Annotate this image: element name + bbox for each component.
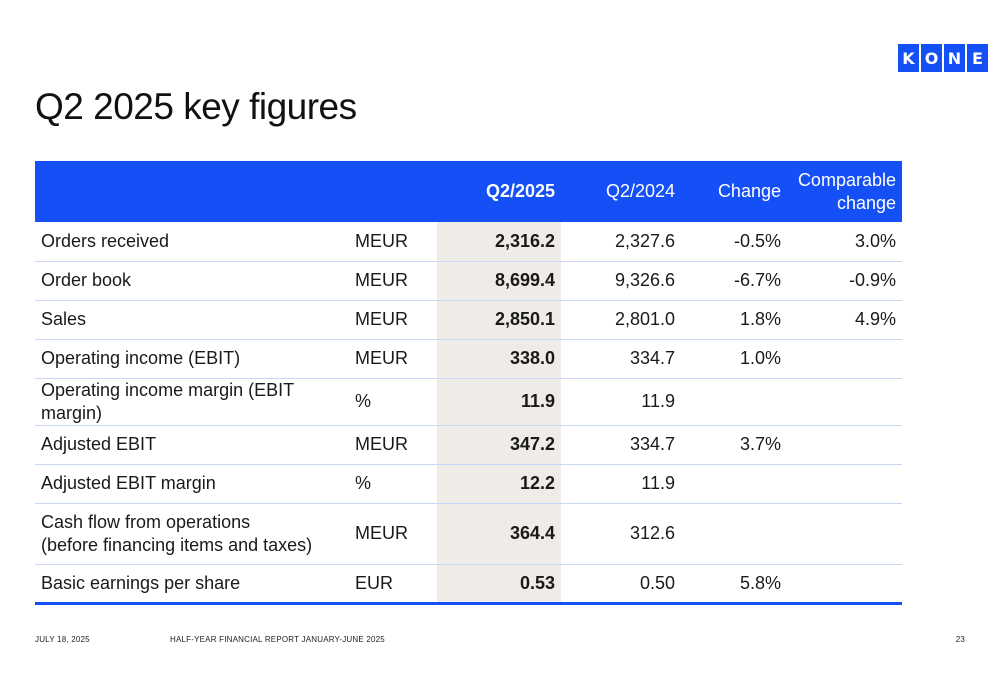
row-label: Adjusted EBIT bbox=[41, 434, 157, 454]
row-q2-2024: 312.6 bbox=[629, 523, 675, 543]
header-comparable-line1: Comparable bbox=[797, 169, 896, 190]
row-q2-2025: 0.53 bbox=[437, 564, 561, 603]
table-row: Sales MEUR 2,850.1 2,801.0 1.8% 4.9% bbox=[35, 300, 902, 339]
page-number: 23 bbox=[955, 635, 965, 644]
row-q2-2024: 9,326.6 bbox=[614, 270, 675, 290]
row-unit: EUR bbox=[355, 572, 394, 593]
logo-letter-e: E bbox=[967, 44, 988, 72]
row-q2-2025: 347.2 bbox=[437, 425, 561, 464]
row-q2-2024: 11.9 bbox=[641, 473, 675, 493]
row-q2-2024: 2,327.6 bbox=[614, 230, 675, 251]
table-body: Orders received MEUR 2,316.2 2,327.6 -0.… bbox=[35, 222, 902, 603]
row-comparable: -0.9% bbox=[848, 270, 896, 290]
row-q2-2025: 8,699.4 bbox=[437, 261, 561, 300]
row-comparable bbox=[787, 378, 902, 425]
row-comparable bbox=[787, 339, 902, 378]
row-comparable bbox=[787, 464, 902, 503]
row-comparable bbox=[787, 564, 902, 603]
table-row: Operating income (EBIT) MEUR 338.0 334.7… bbox=[35, 339, 902, 378]
row-q2-2024: 11.9 bbox=[641, 391, 675, 411]
row-change bbox=[681, 503, 787, 564]
header-comparable-change: Comparable change bbox=[787, 161, 902, 222]
row-label: Basic earnings per share bbox=[41, 572, 241, 593]
table-row: Operating income margin (EBIT margin) % … bbox=[35, 378, 902, 425]
row-change: 3.7% bbox=[739, 434, 781, 454]
logo-letter-k: K bbox=[898, 44, 919, 72]
header-unit bbox=[355, 161, 437, 222]
header-row: Q2/2025 Q2/2024 Change Comparable change bbox=[35, 161, 902, 222]
row-unit: % bbox=[355, 473, 372, 493]
table-row: Cash flow from operations (before financ… bbox=[35, 503, 902, 564]
row-change bbox=[681, 464, 787, 503]
table-row: Adjusted EBIT margin % 12.2 11.9 bbox=[35, 464, 902, 503]
row-unit: % bbox=[355, 391, 372, 411]
row-label: Orders received bbox=[41, 230, 170, 251]
row-q2-2025: 2,316.2 bbox=[437, 222, 561, 261]
row-q2-2024: 2,801.0 bbox=[614, 309, 675, 329]
row-comparable bbox=[787, 425, 902, 464]
logo-letter-o: O bbox=[921, 44, 942, 72]
row-comparable: 4.9% bbox=[854, 309, 896, 329]
row-label: Order book bbox=[41, 270, 132, 290]
row-q2-2025: 11.9 bbox=[437, 378, 561, 425]
row-q2-2025: 364.4 bbox=[437, 503, 561, 564]
row-label: Operating income margin (EBIT margin) bbox=[41, 379, 294, 423]
row-label: Operating income (EBIT) bbox=[41, 348, 241, 368]
row-q2-2024: 0.50 bbox=[639, 572, 675, 593]
header-label bbox=[35, 161, 355, 222]
row-unit: MEUR bbox=[355, 309, 408, 329]
row-label: Cash flow from operations (before financ… bbox=[35, 503, 355, 564]
table-row: Orders received MEUR 2,316.2 2,327.6 -0.… bbox=[35, 222, 902, 261]
row-unit: MEUR bbox=[355, 230, 408, 251]
row-change: -0.5% bbox=[733, 230, 781, 251]
row-comparable: 3.0% bbox=[854, 230, 896, 251]
row-q2-2025: 12.2 bbox=[437, 464, 561, 503]
row-label-line1: Cash flow from operations bbox=[41, 511, 251, 532]
row-unit: MEUR bbox=[355, 348, 408, 368]
row-change bbox=[681, 378, 787, 425]
row-unit: MEUR bbox=[355, 523, 408, 543]
footer-report-title: HALF-YEAR FINANCIAL REPORT JANUARY-JUNE … bbox=[170, 635, 385, 644]
header-comparable-line2: change bbox=[836, 192, 896, 213]
key-figures-table: Q2/2025 Q2/2024 Change Comparable change… bbox=[35, 161, 902, 605]
row-label: Sales bbox=[41, 309, 87, 329]
header-q2-2024: Q2/2024 bbox=[605, 181, 675, 201]
row-unit: MEUR bbox=[355, 270, 408, 290]
row-change: 1.0% bbox=[739, 348, 781, 368]
row-label-line2: (before financing items and taxes) bbox=[41, 534, 313, 555]
header-q2-2025: Q2/2025 bbox=[485, 181, 555, 201]
logo-letter-n: N bbox=[944, 44, 965, 72]
row-q2-2024: 334.7 bbox=[629, 434, 675, 454]
row-change: -6.7% bbox=[733, 270, 781, 290]
row-label: Adjusted EBIT margin bbox=[41, 473, 216, 493]
footer-date: JULY 18, 2025 bbox=[35, 635, 90, 644]
row-unit: MEUR bbox=[355, 434, 408, 454]
table-row: Adjusted EBIT MEUR 347.2 334.7 3.7% bbox=[35, 425, 902, 464]
row-change: 5.8% bbox=[739, 572, 781, 593]
table-row: Basic earnings per share EUR 0.53 0.50 5… bbox=[35, 564, 902, 603]
row-q2-2025: 338.0 bbox=[437, 339, 561, 378]
table-row: Order book MEUR 8,699.4 9,326.6 -6.7% -0… bbox=[35, 261, 902, 300]
header-change: Change bbox=[717, 181, 781, 201]
row-q2-2024: 334.7 bbox=[629, 348, 675, 368]
kone-logo: K O N E bbox=[898, 44, 988, 72]
table-header: Q2/2025 Q2/2024 Change Comparable change bbox=[35, 161, 902, 222]
row-q2-2025: 2,850.1 bbox=[437, 300, 561, 339]
page-title: Q2 2025 key figures bbox=[35, 86, 357, 127]
row-change: 1.8% bbox=[739, 309, 781, 329]
row-comparable bbox=[787, 503, 902, 564]
